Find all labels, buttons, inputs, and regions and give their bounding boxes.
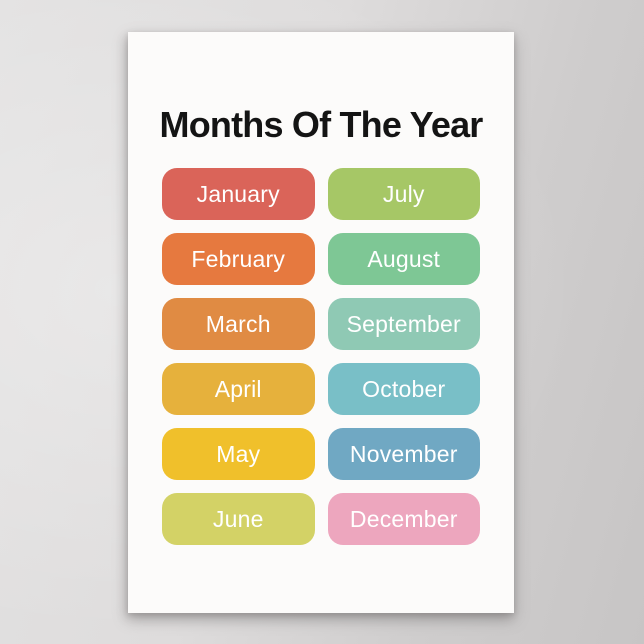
months-column-left: January February March April May June xyxy=(162,168,315,545)
months-grid: January February March April May June Ju… xyxy=(162,168,480,545)
month-pill-march: March xyxy=(162,298,315,350)
month-pill-october: October xyxy=(327,363,480,415)
month-pill-july: July xyxy=(327,168,480,220)
month-pill-june: June xyxy=(162,493,315,545)
poster-title: Months Of The Year xyxy=(159,104,484,145)
month-pill-november: November xyxy=(327,428,480,480)
month-pill-january: January xyxy=(162,168,315,220)
month-pill-february: February xyxy=(162,233,315,285)
month-pill-april: April xyxy=(162,363,315,415)
month-pill-december: December xyxy=(327,493,480,545)
month-pill-august: August xyxy=(327,233,480,285)
months-column-right: July August September October November D… xyxy=(327,168,480,545)
month-pill-september: September xyxy=(327,298,480,350)
poster: Months Of The Year January February Marc… xyxy=(128,32,514,613)
month-pill-may: May xyxy=(162,428,315,480)
